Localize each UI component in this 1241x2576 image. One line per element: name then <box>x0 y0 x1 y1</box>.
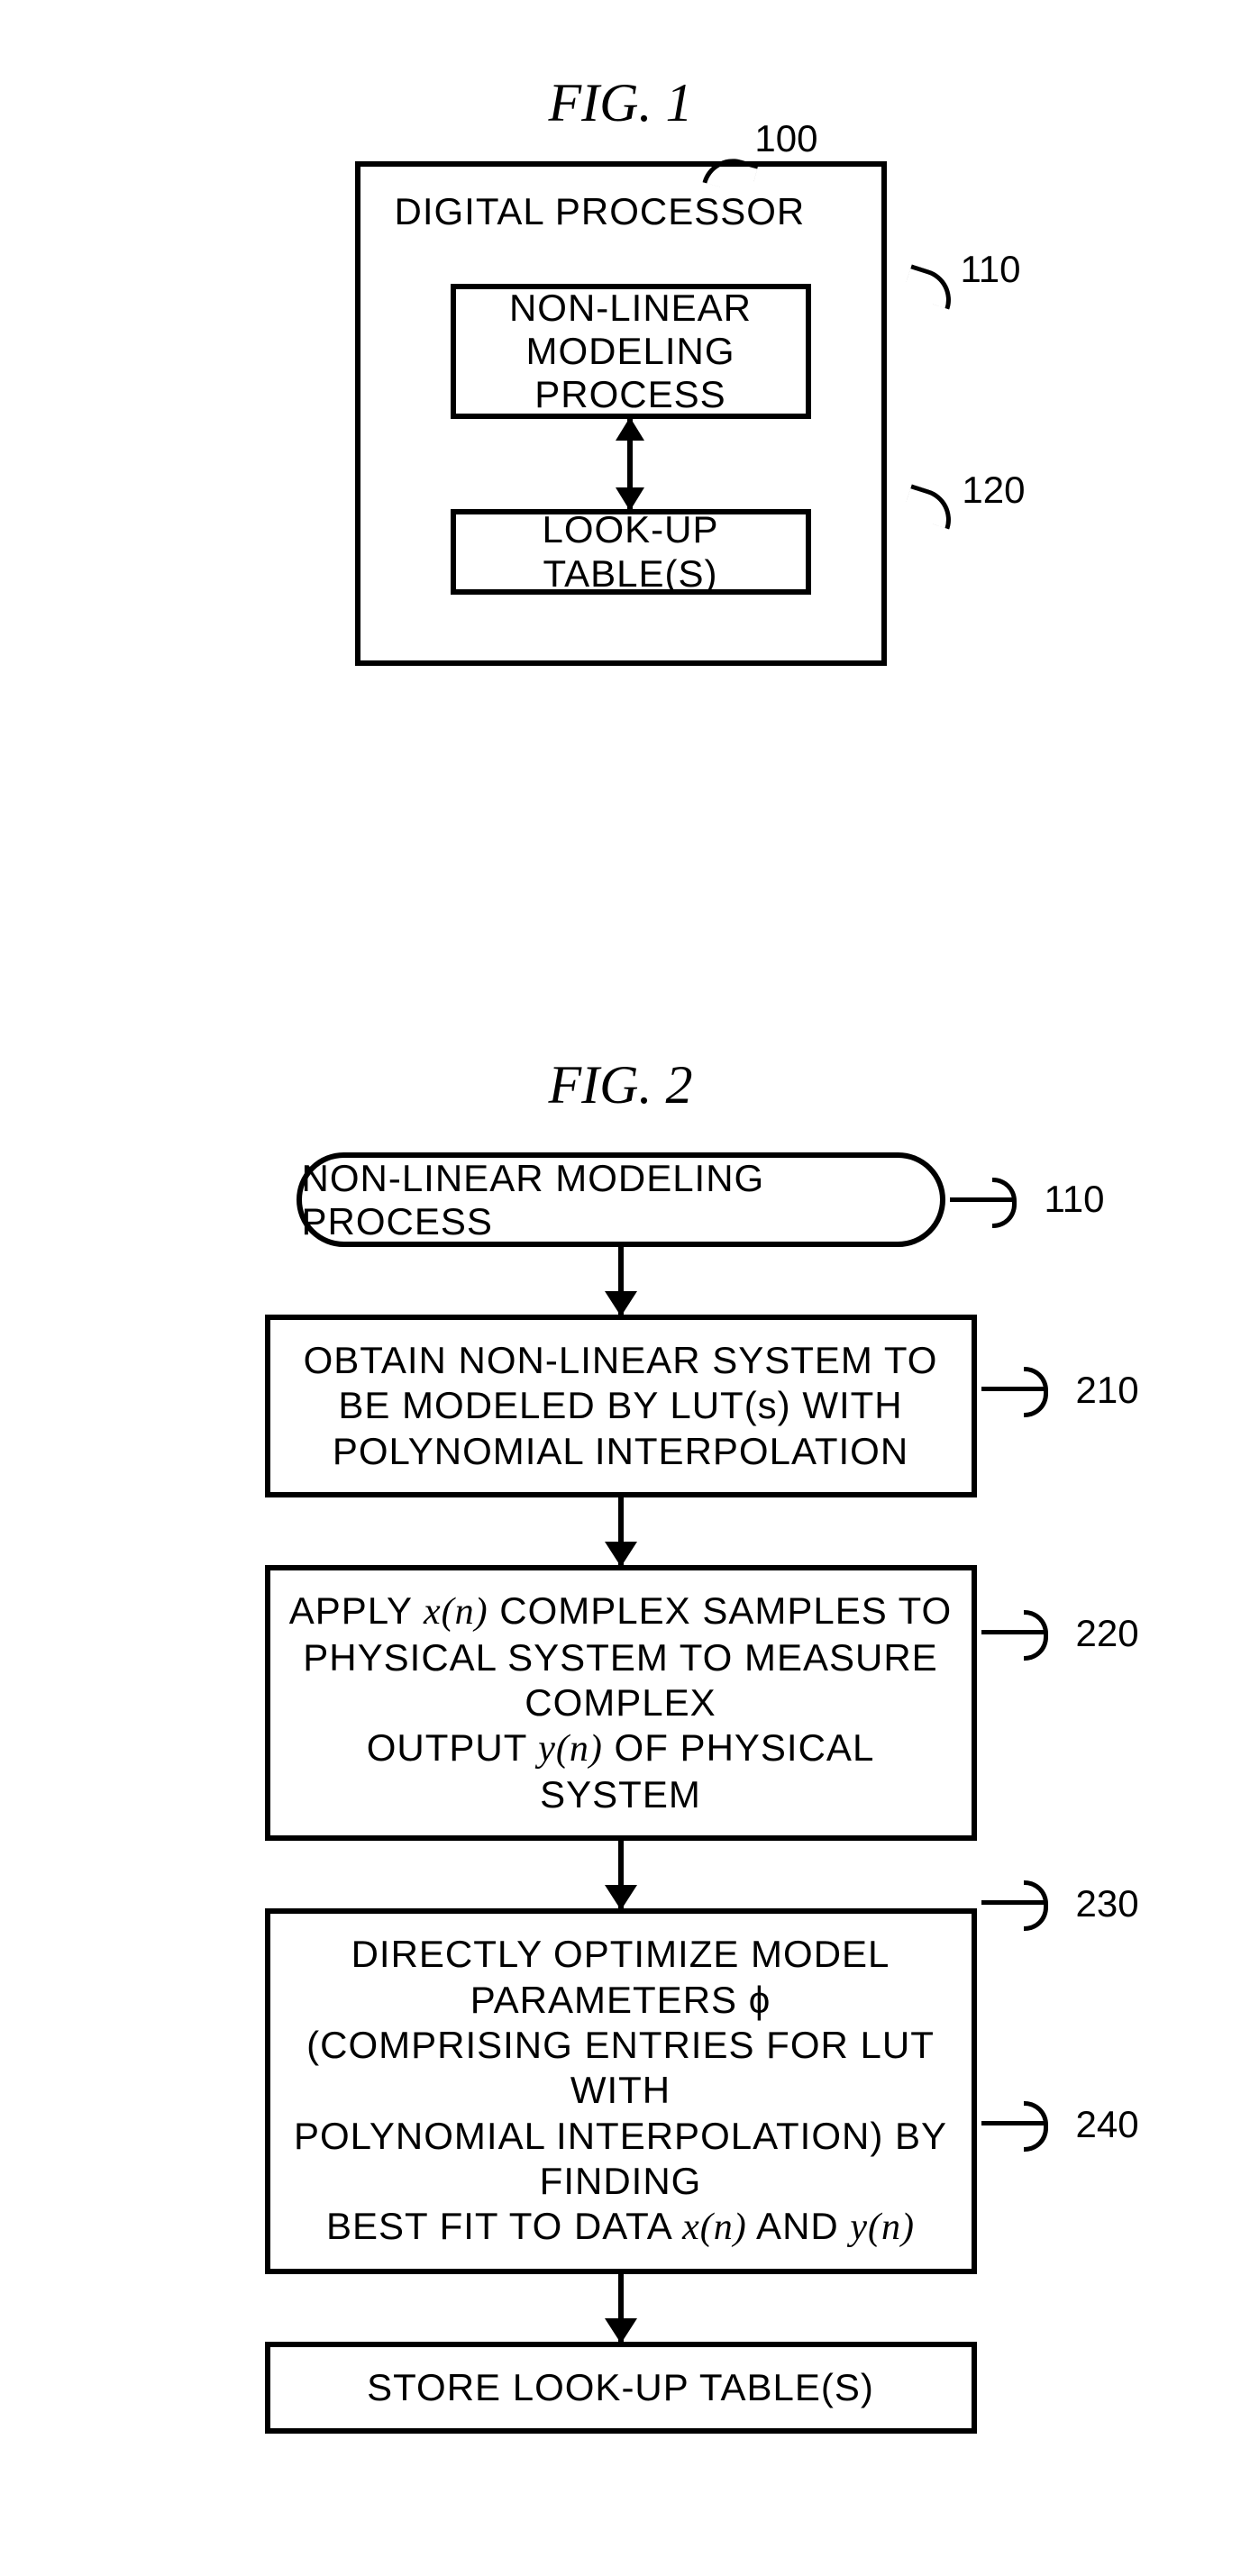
arrow-1 <box>618 1247 624 1315</box>
step-230-phi: ϕ <box>749 1979 771 2021</box>
figure-2: FIG. 2 NON-LINEAR MODELING PROCESS 110 O… <box>0 1054 1241 2434</box>
step-220-pre: APPLY <box>289 1589 424 1632</box>
arrow-2 <box>618 1497 624 1565</box>
step-210-text: OBTAIN NON-LINEAR SYSTEM TO BE MODELED B… <box>304 1339 938 1472</box>
step-230-yn: y(n) <box>850 2207 915 2248</box>
fig1-title: FIG. 1 <box>0 72 1241 134</box>
double-arrow-110-120 <box>627 419 633 509</box>
ref-100: 100 <box>754 117 817 160</box>
step-230-xn: x(n) <box>682 2207 747 2248</box>
step-230-pre: DIRECTLY OPTIMIZE MODEL PARAMETERS <box>351 1933 890 2020</box>
ref-240: 240 <box>1076 2103 1139 2146</box>
figure-1: FIG. 1 DIGITAL PROCESSOR 100 NON-LINEAR … <box>0 72 1241 666</box>
ref-230: 230 <box>1076 1882 1139 1925</box>
leader-hook-110 <box>901 264 958 309</box>
start-text: NON-LINEAR MODELING PROCESS <box>302 1157 940 1243</box>
page: FIG. 1 DIGITAL PROCESSOR 100 NON-LINEAR … <box>0 0 1241 2576</box>
step-230-mid2: AND <box>747 2205 851 2247</box>
lookup-tables-box: LOOK-UP TABLE(S) <box>451 509 811 595</box>
step-240: STORE LOOK-UP TABLE(S) <box>265 2342 977 2434</box>
ref-210: 210 <box>1076 1369 1139 1412</box>
step-220: APPLY x(n) COMPLEX SAMPLES TO PHYSICAL S… <box>265 1565 977 1841</box>
ref-220: 220 <box>1076 1612 1139 1655</box>
nonlinear-modeling-box: NON-LINEAR MODELING PROCESS <box>451 284 811 419</box>
digital-processor-label: DIGITAL PROCESSOR <box>395 190 806 233</box>
leader-hook-210 <box>981 1387 1045 1391</box>
digital-processor-box: DIGITAL PROCESSOR 100 NON-LINEAR MODELIN… <box>355 161 887 666</box>
ref-120: 120 <box>962 469 1025 512</box>
step-240-text: STORE LOOK-UP TABLE(S) <box>367 2366 874 2408</box>
lookup-tables-text: LOOK-UP TABLE(S) <box>456 508 806 596</box>
arrow-4 <box>618 2274 624 2342</box>
step-220-xn: x(n) <box>424 1591 488 1633</box>
leader-hook-240 <box>981 2121 1045 2125</box>
nonlinear-modeling-text: NON-LINEAR MODELING PROCESS <box>456 287 806 417</box>
flowchart: NON-LINEAR MODELING PROCESS 110 OBTAIN N… <box>215 1152 1027 2434</box>
leader-hook-start <box>950 1197 1013 1202</box>
ref-start: 110 <box>1045 1178 1105 1221</box>
step-230: DIRECTLY OPTIMIZE MODEL PARAMETERS ϕ (CO… <box>265 1908 977 2274</box>
leader-hook-230 <box>981 1900 1045 1905</box>
leader-hook-120 <box>901 484 958 529</box>
leader-hook-100 <box>702 151 758 195</box>
step-210: OBTAIN NON-LINEAR SYSTEM TO BE MODELED B… <box>265 1315 977 1497</box>
arrow-3 <box>618 1841 624 1908</box>
start-node: NON-LINEAR MODELING PROCESS <box>297 1152 945 1247</box>
ref-110: 110 <box>961 248 1021 291</box>
leader-hook-220 <box>981 1630 1045 1634</box>
step-220-yn: y(n) <box>538 1728 603 1770</box>
fig2-title: FIG. 2 <box>0 1054 1241 1116</box>
